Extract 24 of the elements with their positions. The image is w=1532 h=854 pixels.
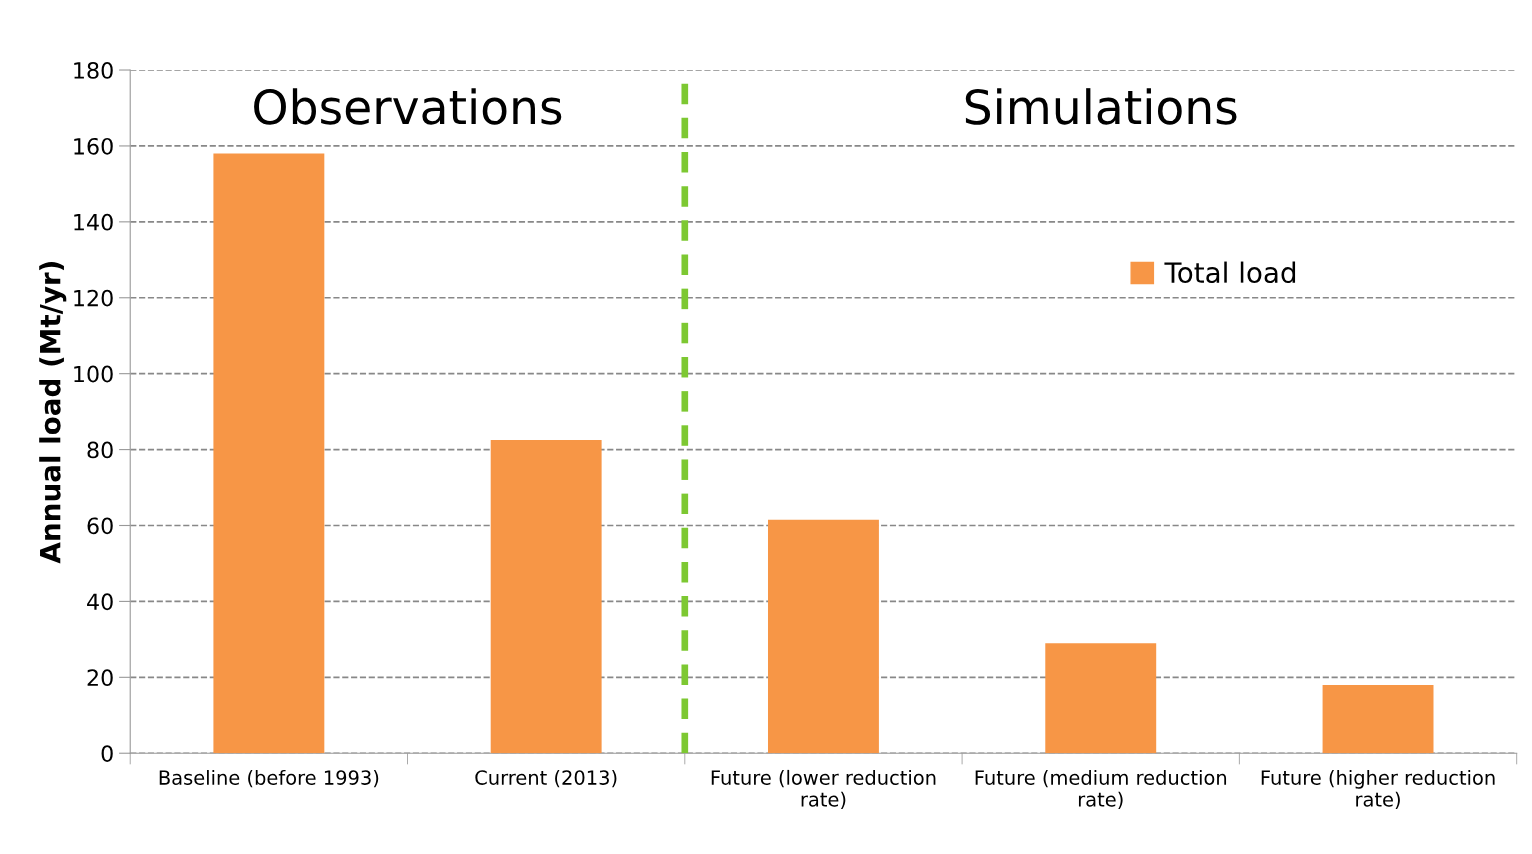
annotation: Simulations [965,88,1237,125]
bar [1045,643,1157,754]
y-tick-label: 160 [74,137,113,155]
legend-label: Total load [1164,261,1296,284]
bar [1322,684,1434,754]
bar [767,519,879,754]
annotation: Observations [254,88,562,125]
x-tick-label: Future (higher reduction rate) [1261,769,1495,810]
y-tick-label: 60 [87,517,113,535]
x-tick-label: Future (lower reduction rate) [711,769,936,810]
y-axis-title: Annual load (Mt/yr) [39,262,67,564]
y-tick-label: 180 [74,61,113,79]
y-tick-label: 20 [87,669,113,687]
x-tick-label: Current (2013) [475,769,617,788]
y-tick-label: 140 [74,213,113,231]
bar [490,440,602,754]
y-tick-label: 80 [87,441,113,459]
bar [213,153,325,754]
y-tick-label: 40 [87,593,113,611]
y-tick-label: 120 [74,289,113,307]
x-tick-label: Baseline (before 1993) [159,769,379,788]
x-tick-label: Future (medium reduction rate) [975,769,1227,810]
y-tick-label: 0 [101,745,113,762]
y-tick-label: 100 [74,365,113,383]
